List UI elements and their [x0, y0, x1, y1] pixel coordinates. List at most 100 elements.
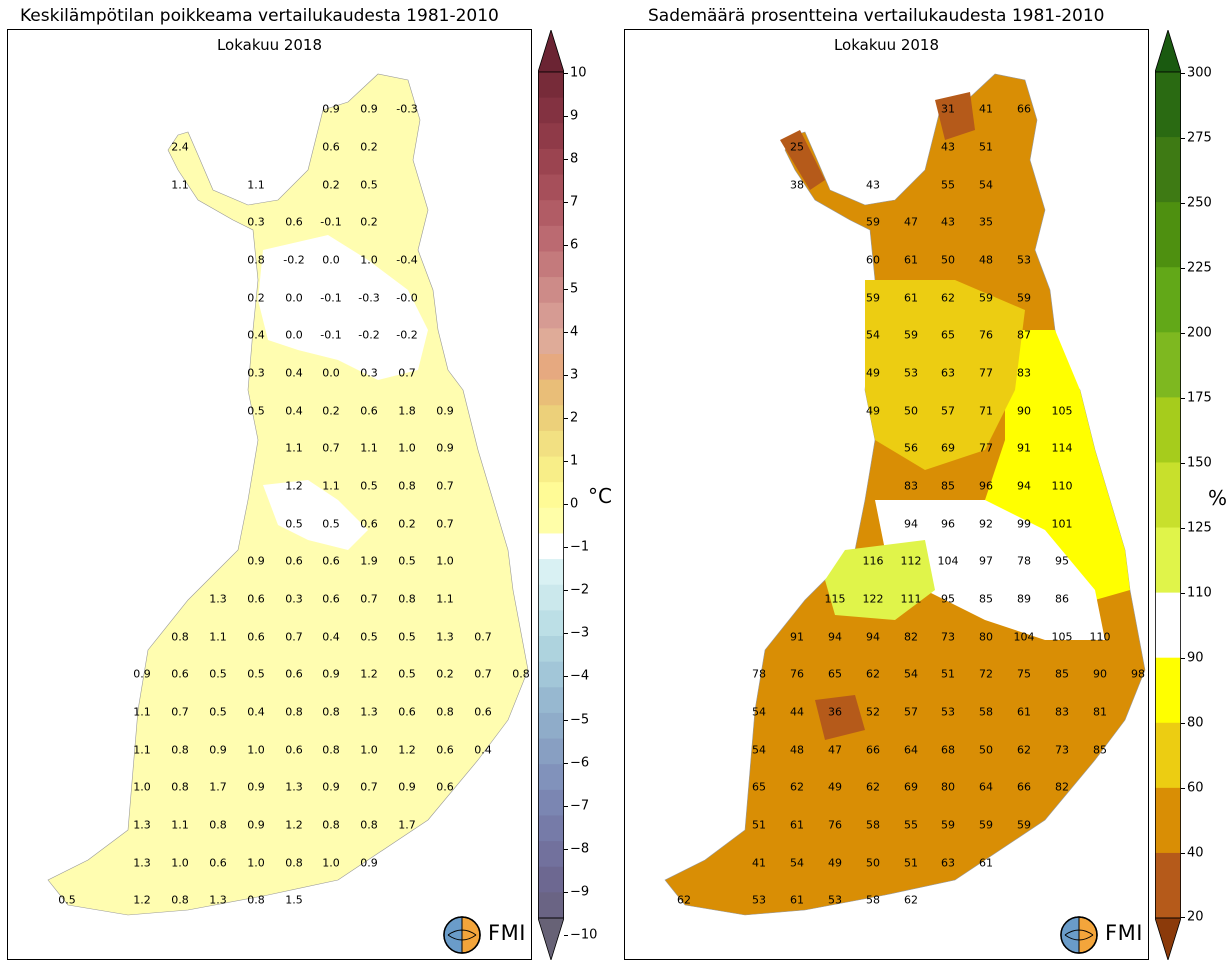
station-value: 66: [866, 743, 880, 757]
station-value: 122: [862, 592, 884, 606]
colorbar-bottom-extend: [537, 917, 565, 962]
colorbar-tick-mark: [564, 374, 568, 376]
colorbar-tick-mark: [1181, 138, 1185, 139]
colorbar-segment: [538, 610, 564, 637]
right-colorbar-unit: %: [1208, 486, 1228, 510]
station-value: -0.4: [396, 253, 418, 267]
station-value: 0.8: [171, 780, 189, 794]
colorbar-segment: [538, 379, 564, 406]
colorbar-tick-mark: [564, 590, 568, 592]
colorbar-tick-label: 300: [1187, 65, 1212, 81]
colorbar-tick-label: 10: [570, 65, 587, 81]
station-value: 1.3: [209, 592, 227, 606]
station-value: 1.3: [436, 630, 454, 644]
station-value: 2.4: [171, 140, 189, 154]
left-colorbar-unit: °C: [588, 484, 612, 508]
colorbar-segment: [538, 148, 564, 176]
station-value: 61: [904, 253, 918, 267]
colorbar-segment: [538, 200, 564, 227]
station-value: 104: [937, 554, 959, 568]
colorbar-segment: [1155, 592, 1181, 659]
station-value: 73: [941, 630, 955, 644]
right-fmi-logo: FMI: [1059, 915, 1148, 955]
left-map: Lokakuu 2018 0.9 0.9 -0.3 2.4 0.6 0.2 1.1 1.1 0.…: [7, 29, 532, 960]
station-value: 0.2: [398, 517, 416, 531]
station-value: 57: [941, 404, 955, 418]
station-value: -0.2: [358, 328, 380, 342]
colorbar-tick-label: 0: [570, 496, 579, 512]
station-value: 0.9: [322, 102, 340, 116]
colorbar-segment: [1155, 267, 1181, 333]
station-value: 66: [1017, 102, 1031, 116]
colorbar-segment: [1155, 202, 1181, 268]
station-value: 72: [979, 667, 993, 681]
station-value: 1.3: [133, 856, 151, 870]
colorbar-tick-label: 20: [1187, 909, 1204, 925]
station-value: 89: [1017, 592, 1031, 606]
colorbar-tick-label: −3: [570, 625, 590, 641]
station-value: 54: [866, 328, 880, 342]
station-value: 43: [941, 140, 955, 154]
fmi-globe-icon: [1060, 916, 1098, 954]
station-value: 35: [979, 215, 993, 229]
station-value: 0.2: [360, 215, 378, 229]
station-value: 0.8: [322, 818, 340, 832]
colorbar-tick-label: 2: [570, 410, 579, 426]
station-value: 76: [790, 667, 804, 681]
station-value: 83: [1017, 366, 1031, 380]
station-value: 0.9: [247, 818, 265, 832]
colorbar-tick-label: −5: [570, 712, 590, 727]
colorbar-segment: [538, 764, 564, 791]
station-value: 0.8: [512, 667, 530, 681]
station-value: 0.6: [285, 554, 303, 568]
colorbar-tick-label: −7: [570, 798, 590, 814]
station-value: 0.7: [171, 705, 189, 719]
station-value: 59: [979, 291, 993, 305]
station-value: 0.0: [322, 366, 340, 380]
colorbar-tick-mark: [1181, 203, 1185, 204]
station-value: 1.1: [133, 743, 151, 757]
station-value: 1.0: [171, 856, 189, 870]
station-value: 68: [941, 743, 955, 757]
station-value: 0.4: [247, 705, 265, 719]
station-value: 96: [941, 517, 955, 531]
station-value: 0.8: [360, 818, 378, 832]
station-value: 1.3: [133, 818, 151, 832]
station-value: 0.7: [398, 366, 416, 380]
station-value: 43: [941, 215, 955, 229]
colorbar-tick-mark: [564, 891, 568, 893]
station-value: 61: [790, 818, 804, 832]
station-value: 110: [1089, 630, 1111, 644]
station-value: 0.8: [398, 479, 416, 493]
station-value: 1.7: [398, 818, 416, 832]
station-value: 0.6: [209, 856, 227, 870]
station-value: 63: [941, 856, 955, 870]
station-value: 0.6: [398, 705, 416, 719]
colorbar-segment: [538, 738, 564, 765]
station-value: 0.8: [285, 856, 303, 870]
station-value: 0.7: [360, 592, 378, 606]
station-value: 0.5: [247, 667, 265, 681]
station-value: 64: [904, 743, 918, 757]
colorbar-segment: [538, 302, 564, 329]
station-value: 0.9: [360, 856, 378, 870]
fmi-globe-icon: [443, 916, 481, 954]
station-value: 101: [1051, 517, 1073, 531]
station-value: 99: [1017, 517, 1031, 531]
colorbar-tick-label: 40: [1187, 845, 1204, 861]
colorbar-tick-label: 200: [1187, 325, 1212, 341]
colorbar-tick-label: −1: [570, 539, 590, 555]
colorbar-segment: [538, 225, 564, 252]
station-value: 62: [790, 780, 804, 794]
station-value: 51: [941, 667, 955, 681]
station-value: 0.6: [474, 705, 492, 719]
station-value: 0.5: [58, 893, 76, 907]
colorbar-tick-mark: [564, 805, 568, 807]
station-value: 0.3: [247, 215, 265, 229]
station-value: 0.6: [247, 630, 265, 644]
station-value: 0.5: [322, 517, 340, 531]
station-value: 62: [866, 667, 880, 681]
station-value: 62: [1017, 743, 1031, 757]
station-value: 1.0: [360, 743, 378, 757]
station-value: 0.6: [171, 667, 189, 681]
